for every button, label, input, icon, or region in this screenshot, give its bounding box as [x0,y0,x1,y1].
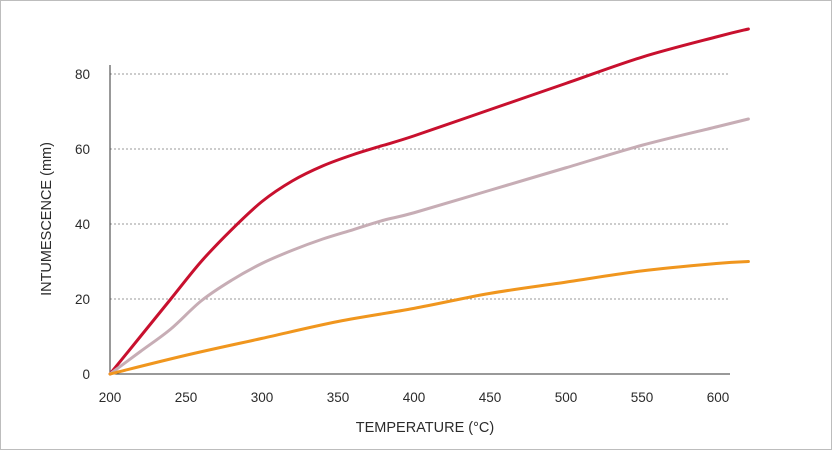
y-tick-label: 40 [75,217,90,232]
x-tick-label: 400 [403,390,426,405]
gridlines [110,73,728,300]
x-axis-title: TEMPERATURE (°C) [356,420,494,436]
series-lines [108,27,750,376]
series-line-3 [108,260,750,376]
y-axis-title: INTUMESCENCE (mm) [39,142,55,296]
y-tick-label: 60 [75,142,90,157]
x-tick-label: 550 [631,390,654,405]
series-line-2 [108,117,750,376]
x-tick-label: 350 [327,390,350,405]
axes [109,65,730,375]
x-tick-labels: 200 250 300 350 400 450 500 550 600 [99,390,730,405]
y-tick-label: 0 [82,367,90,382]
x-tick-label: 200 [99,390,122,405]
y-tick-labels: 0 20 40 60 80 [75,67,90,382]
x-tick-label: 450 [479,390,502,405]
y-tick-label: 80 [75,67,90,82]
series-line-1 [108,27,750,376]
x-tick-label: 500 [555,390,578,405]
x-tick-label: 250 [175,390,198,405]
y-tick-label: 20 [75,292,90,307]
x-tick-label: 600 [707,390,730,405]
x-tick-label: 300 [251,390,274,405]
